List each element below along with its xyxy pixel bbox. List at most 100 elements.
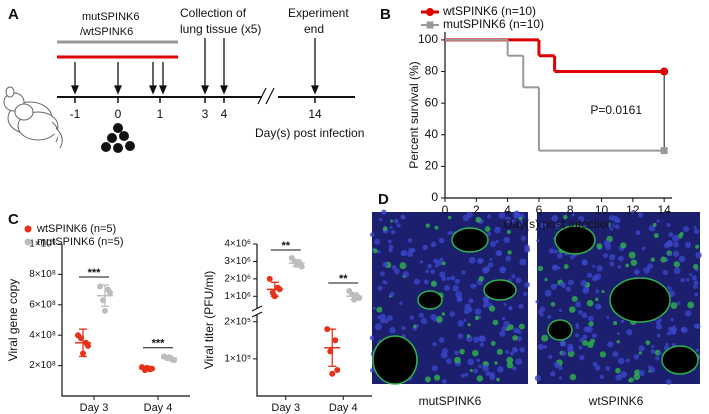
- nucleus: [569, 373, 577, 381]
- nucleus: [470, 283, 476, 289]
- nucleus: [427, 263, 432, 269]
- nucleus: [656, 333, 661, 338]
- y-tick-label: 4×10⁸: [29, 330, 56, 341]
- marker: [426, 21, 434, 29]
- nucleus: [655, 356, 660, 361]
- marker: [660, 67, 669, 76]
- nucleus: [430, 313, 437, 321]
- nucleus: [489, 257, 493, 261]
- nucleus: [478, 364, 482, 369]
- nucleus: [457, 333, 464, 339]
- nucleus: [616, 339, 620, 344]
- nucleus: [475, 216, 482, 223]
- nucleus: [401, 326, 406, 331]
- nucleus: [569, 306, 576, 313]
- nucleus: [478, 276, 484, 282]
- airspace: [554, 225, 596, 255]
- data-point: [266, 275, 273, 282]
- nucleus: [637, 212, 644, 218]
- day-label: 3: [202, 107, 209, 121]
- nucleus: [560, 281, 566, 287]
- data-point: [298, 263, 305, 270]
- nucleus: [505, 349, 509, 354]
- nucleus: [694, 323, 701, 329]
- nucleus: [374, 323, 382, 331]
- nucleus: [568, 279, 574, 286]
- nucleus: [645, 340, 651, 346]
- nucleus: [668, 232, 674, 238]
- nucleus: [535, 300, 539, 304]
- nucleus: [630, 210, 636, 215]
- nucleus: [609, 254, 616, 261]
- nucleus: [641, 246, 646, 251]
- nucleus: [592, 361, 598, 367]
- axes: [256, 244, 372, 397]
- nucleus: [628, 251, 636, 259]
- nucleus: [487, 214, 492, 219]
- data-point: [324, 326, 331, 333]
- nucleus: [382, 226, 388, 231]
- nucleus: [544, 277, 548, 282]
- y-axis-label: Percent survival (%): [407, 61, 421, 168]
- nucleus: [454, 278, 460, 285]
- end-label: end: [304, 22, 324, 36]
- nucleus: [615, 367, 621, 374]
- nucleus: [511, 274, 516, 279]
- nucleus: [643, 266, 650, 274]
- nucleus: [537, 265, 544, 272]
- nucleus: [440, 351, 448, 359]
- nucleus: [638, 345, 645, 352]
- nucleus: [372, 248, 378, 254]
- nucleus: [495, 249, 503, 257]
- x-tick-label: 8: [567, 203, 574, 217]
- nucleus: [476, 375, 484, 382]
- nucleus: [380, 318, 385, 324]
- nucleus: [430, 269, 436, 275]
- x-tick-label: Day 4: [329, 402, 358, 414]
- y-tick-label: 2×10⁶: [224, 273, 251, 284]
- nucleus: [369, 368, 375, 373]
- legend-label: mutSPINK6 (n=10): [443, 17, 544, 31]
- data-point: [107, 289, 113, 296]
- nucleus: [438, 337, 445, 343]
- nucleus: [419, 260, 424, 264]
- nucleus: [550, 371, 556, 377]
- nucleus: [582, 334, 588, 340]
- nucleus: [484, 265, 490, 272]
- nucleus: [400, 251, 406, 257]
- nucleus: [540, 222, 547, 229]
- nucleus: [534, 375, 541, 382]
- nucleus: [678, 255, 686, 263]
- nucleus: [583, 326, 590, 333]
- nucleus: [439, 257, 444, 262]
- end-label: Experiment: [288, 6, 349, 20]
- nucleus: [495, 239, 499, 244]
- significance: **: [339, 273, 348, 285]
- nucleus: [599, 351, 606, 358]
- nucleus: [396, 223, 401, 228]
- data-point: [102, 307, 108, 314]
- nucleus: [518, 323, 525, 330]
- arrow-head: [201, 85, 209, 95]
- y-tick-label: 8×10⁸: [29, 269, 56, 280]
- nucleus: [633, 373, 641, 381]
- nucleus: [518, 303, 524, 309]
- nucleus: [683, 226, 690, 233]
- y-tick-label: 4×10⁶: [224, 239, 251, 250]
- nucleus: [552, 264, 559, 271]
- nucleus: [497, 366, 504, 373]
- nucleus: [660, 256, 667, 263]
- nucleus: [478, 335, 485, 341]
- y-tick-label: 1×10⁵: [224, 353, 251, 364]
- nucleus: [503, 236, 510, 244]
- nucleus: [630, 259, 638, 267]
- nucleus: [670, 302, 678, 309]
- nucleus: [635, 230, 641, 236]
- nucleus: [459, 348, 465, 355]
- nucleus: [494, 361, 498, 365]
- nucleus: [432, 341, 437, 347]
- nucleus: [592, 264, 596, 268]
- nucleus: [620, 319, 625, 323]
- nucleus: [676, 301, 681, 306]
- y-tick-label: 20: [425, 159, 439, 173]
